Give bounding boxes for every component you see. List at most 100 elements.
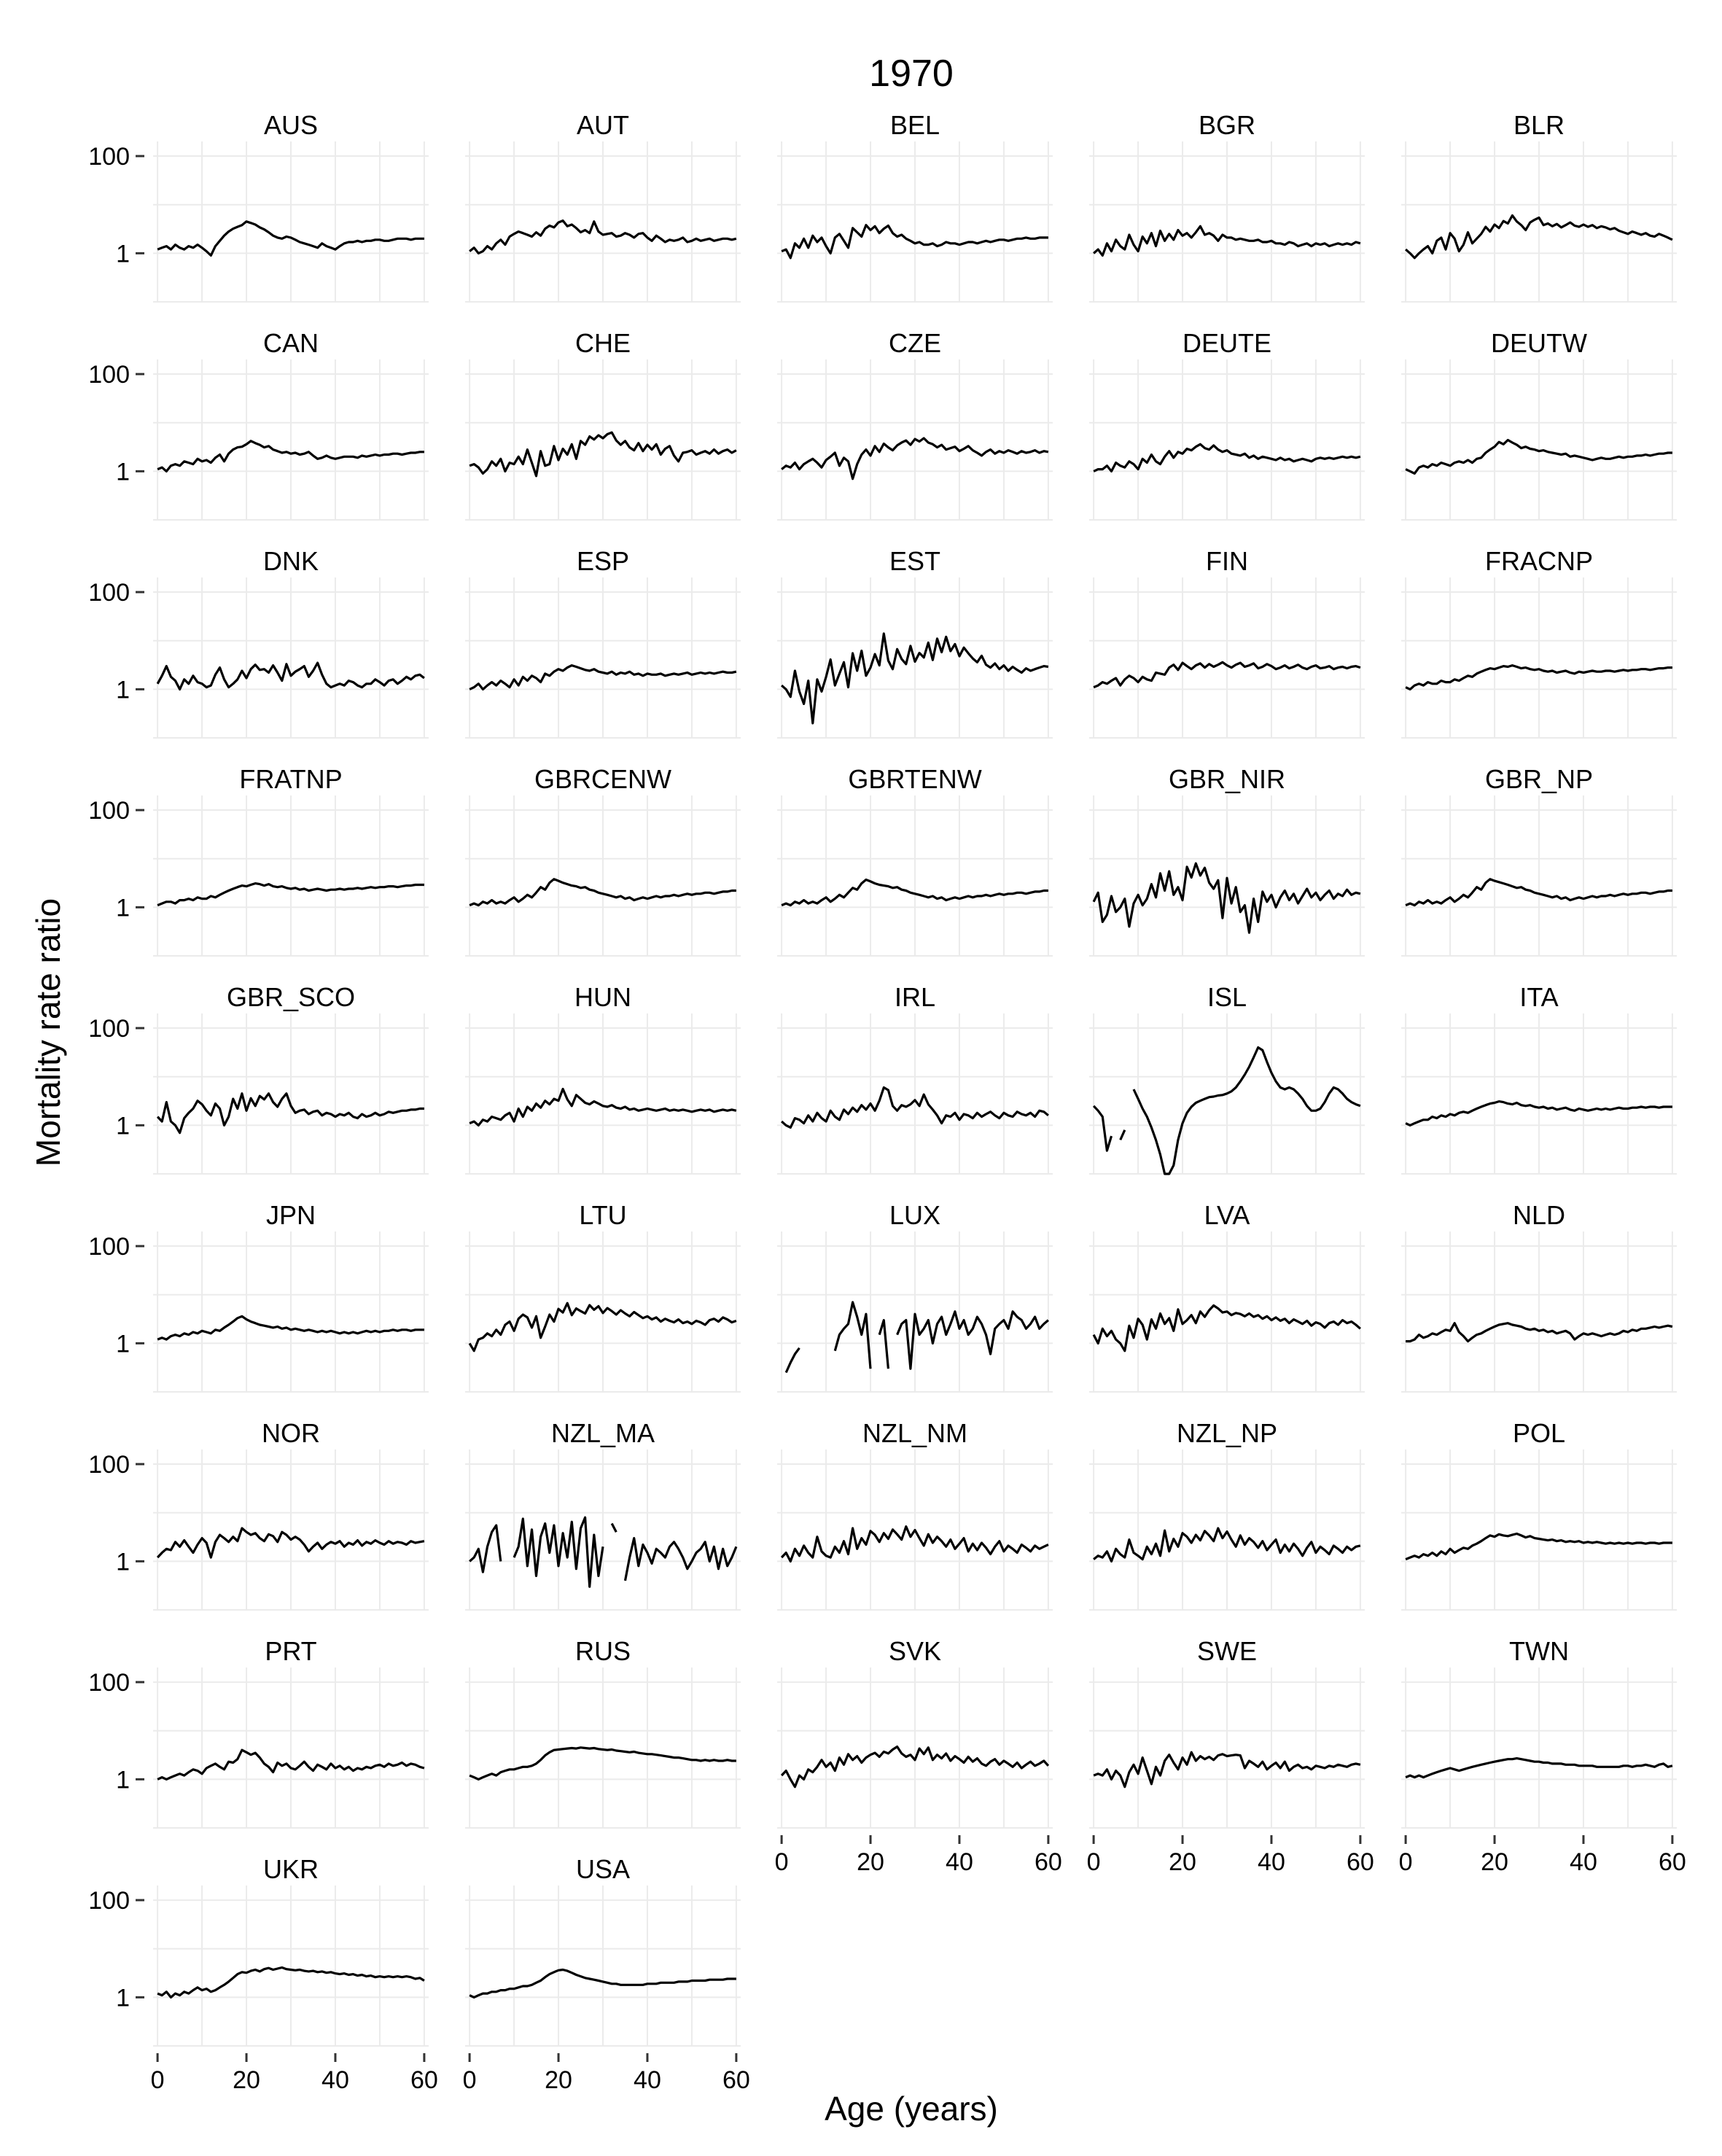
x-tick-label: 0 [151, 2066, 165, 2094]
x-tick-label: 0 [1399, 1848, 1413, 1876]
panel-grid-gbr-nir [1089, 795, 1365, 957]
series-line-nor [156, 1527, 425, 1559]
series-line-ita [1405, 1100, 1672, 1126]
x-tick-label: 0 [463, 2066, 477, 2094]
panel-aus: AUS 1 100 [88, 110, 429, 303]
series-line-cze [781, 437, 1049, 480]
panel-grid-can [153, 359, 429, 521]
panel-deute: DEUTE [1089, 328, 1365, 521]
series-line-isl [1132, 1046, 1361, 1175]
panel-isl: ISL [1089, 982, 1365, 1175]
x-tick-label: 40 [1570, 1848, 1597, 1876]
panel-grid-pol [1401, 1449, 1677, 1611]
panel-dnk: DNK 1 100 [88, 546, 429, 739]
panel-grid-nor [153, 1449, 429, 1611]
panel-label-dnk: DNK [263, 546, 319, 576]
series-line-nzl-ma [610, 1522, 617, 1533]
panel-label-deutw: DEUTW [1491, 328, 1587, 358]
panel-label-svk: SVK [889, 1636, 941, 1666]
x-axis-label: Age (years) [825, 2090, 998, 2128]
y-tick-label: 100 [88, 1669, 130, 1697]
x-tick-label: 40 [634, 2066, 661, 2094]
y-tick-label: 1 [116, 1984, 130, 2012]
panel-swe: SWE 0 20 40 60 [1087, 1636, 1374, 1876]
y-tick-label: 100 [88, 579, 130, 607]
panel-esp: ESP [465, 546, 741, 739]
panel-fratnp: FRATNP 1 100 [88, 764, 429, 957]
panel-label-blr: BLR [1513, 110, 1565, 140]
series-line-isl [1092, 1105, 1113, 1152]
panel-blr: BLR [1401, 110, 1677, 303]
series-line-dnk [156, 661, 425, 690]
y-tick-label: 1 [116, 1112, 130, 1140]
panel-grid-gbrtenw [777, 795, 1053, 957]
panel-label-rus: RUS [575, 1636, 631, 1666]
series-line-isl [1119, 1129, 1126, 1141]
series-line-svk [780, 1746, 1050, 1789]
series-line-nzl-ma [513, 1516, 604, 1588]
panel-grid-deute [1089, 359, 1365, 521]
series-line-blr [1405, 214, 1673, 260]
series-line-ltu [468, 1301, 737, 1353]
series-line-nzl-ma [623, 1537, 738, 1581]
x-tick-label: 20 [857, 1848, 884, 1876]
panel-grid-gbr-sco [153, 1013, 429, 1175]
y-tick-label: 100 [88, 1015, 130, 1043]
series-line-lux [833, 1301, 872, 1369]
series-line-fratnp [157, 882, 424, 907]
panel-grid-bel [777, 141, 1053, 303]
panel-grid-che [465, 359, 741, 521]
panel-grid-aut [465, 141, 741, 303]
panel-grid-gbr-np [1401, 795, 1677, 957]
panel-gbr-nir: GBR_NIR [1089, 764, 1365, 957]
y-tick-label: 100 [88, 1233, 130, 1261]
panel-grid-ukr [153, 1885, 429, 2047]
series-line-che [469, 431, 737, 478]
panel-label-ita: ITA [1519, 982, 1558, 1012]
panel-label-fin: FIN [1206, 546, 1248, 576]
panel-label-lux: LUX [889, 1200, 940, 1230]
x-tick-label: 20 [545, 2066, 572, 2094]
panel-label-gbr-sco: GBR_SCO [227, 982, 355, 1012]
panel-est: EST [777, 546, 1053, 739]
series-line-nzl-ma [469, 1524, 502, 1573]
panel-nzl-np: NZL_NP [1089, 1418, 1365, 1611]
x-tick-label: 0 [1087, 1848, 1101, 1876]
panel-che: CHE [465, 328, 741, 521]
y-tick-label: 1 [116, 240, 130, 268]
panel-fin: FIN [1089, 546, 1365, 739]
panel-grid-prt [153, 1667, 429, 1829]
series-line-gbrtenw [781, 878, 1048, 907]
panel-bel: BEL [777, 110, 1053, 303]
series-line-esp [469, 664, 737, 690]
panel-twn: TWN 0 20 40 60 [1399, 1636, 1686, 1876]
panel-label-nzl-nm: NZL_NM [862, 1418, 967, 1448]
panel-nor: NOR 1 100 [88, 1418, 429, 1611]
series-line-nld [1406, 1322, 1673, 1343]
series-line-gbr-np [1405, 878, 1672, 907]
series-line-bel [781, 224, 1048, 260]
y-tick-label: 100 [88, 1451, 130, 1479]
chart-title: 1970 [869, 52, 954, 95]
series-line-lux [784, 1347, 800, 1374]
series-line-prt [157, 1748, 425, 1781]
panel-label-che: CHE [575, 328, 631, 358]
panel-aut: AUT [465, 110, 741, 303]
panel-label-ukr: UKR [263, 1854, 319, 1884]
panel-grid-gbrcenw [465, 795, 741, 957]
x-tick-label: 60 [410, 2066, 438, 2094]
panel-label-isl: ISL [1207, 982, 1247, 1012]
y-tick-label: 100 [88, 361, 130, 389]
x-tick-label: 20 [1481, 1848, 1508, 1876]
y-tick-label: 1 [116, 1330, 130, 1358]
series-line-bgr [1093, 225, 1361, 257]
panel-grid-nld [1401, 1231, 1677, 1393]
panel-nzl-nm: NZL_NM [777, 1418, 1053, 1611]
panel-label-esp: ESP [577, 546, 629, 576]
series-line-lux [896, 1310, 1049, 1370]
series-line-deutw [1405, 438, 1672, 475]
panel-grid-jpn [153, 1231, 429, 1393]
series-line-jpn [157, 1315, 424, 1341]
